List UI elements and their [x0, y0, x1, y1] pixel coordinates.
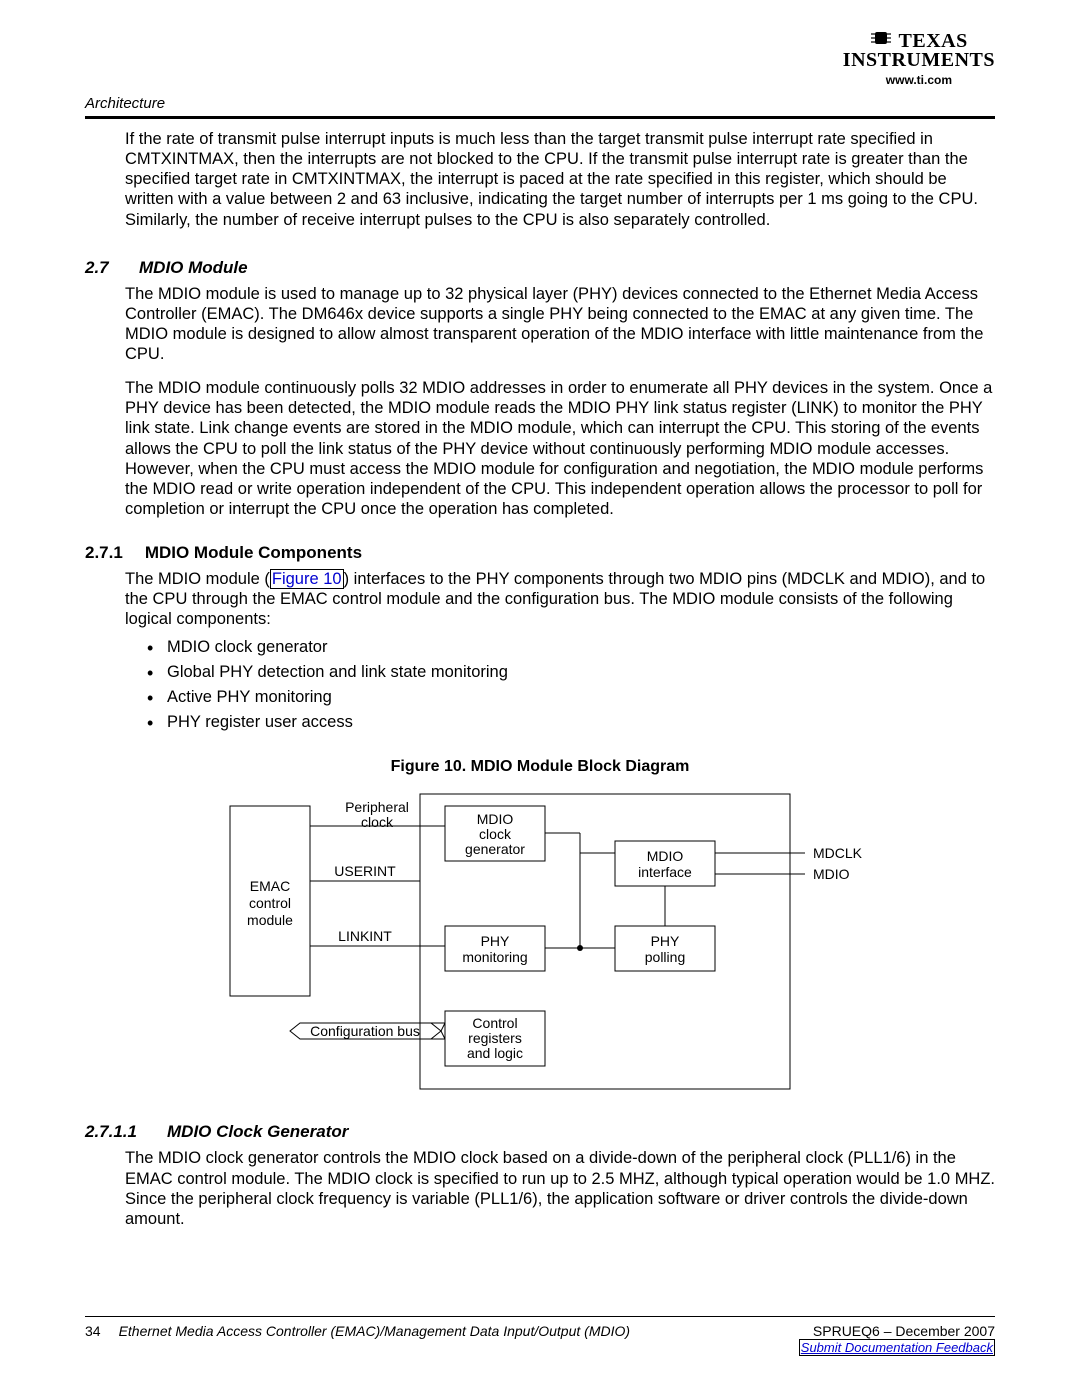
svg-text:PHY: PHY [651, 933, 680, 949]
svg-text:EMAC: EMAC [250, 878, 290, 894]
logo-url: www.ti.com [843, 73, 995, 87]
svg-text:MDCLK: MDCLK [813, 845, 863, 861]
svg-text:Control: Control [472, 1015, 517, 1031]
figure-10-link[interactable]: Figure 10 [270, 569, 344, 589]
svg-text:clock: clock [361, 814, 394, 830]
svg-text:Peripheral: Peripheral [345, 799, 409, 815]
footer-rule [85, 1316, 995, 1317]
svg-text:and logic: and logic [467, 1045, 523, 1061]
para-2711: The MDIO clock generator controls the MD… [125, 1148, 995, 1229]
para-27a: The MDIO module is used to manage up to … [125, 284, 995, 365]
svg-text:monitoring: monitoring [462, 949, 527, 965]
header-rule [85, 116, 995, 119]
ti-logo: TEXAS INSTRUMENTS www.ti.com [843, 28, 995, 87]
section-number-271: 2.7.1 [85, 543, 123, 563]
svg-text:Configuration bus: Configuration bus [310, 1023, 420, 1039]
svg-text:MDIO: MDIO [813, 866, 850, 882]
page-number: 34 [85, 1323, 101, 1339]
list-item: Global PHY detection and link state moni… [147, 660, 995, 685]
intro-paragraph: If the rate of transmit pulse interrupt … [125, 129, 995, 230]
page-footer: 34 Ethernet Media Access Controller (EMA… [85, 1316, 995, 1355]
svg-text:registers: registers [468, 1030, 522, 1046]
svg-text:module: module [247, 912, 293, 928]
section-number-27: 2.7 [85, 258, 121, 278]
page-header-label: Architecture [85, 95, 995, 112]
svg-text:LINKINT: LINKINT [338, 928, 392, 944]
section-title-2711: MDIO Clock Generator [167, 1122, 348, 1142]
svg-text:USERINT: USERINT [334, 863, 396, 879]
section-title-271: MDIO Module Components [145, 543, 362, 563]
component-list: MDIO clock generator Global PHY detectio… [147, 635, 995, 734]
svg-text:MDIO: MDIO [647, 848, 684, 864]
mdio-block-diagram: EMAC control module MDIO clock generator… [85, 786, 995, 1096]
svg-text:generator: generator [465, 841, 525, 857]
svg-text:PHY: PHY [481, 933, 510, 949]
list-item: MDIO clock generator [147, 635, 995, 660]
para-271: The MDIO module (Figure 10) interfaces t… [125, 569, 995, 629]
list-item: Active PHY monitoring [147, 685, 995, 710]
figure-caption: Figure 10. MDIO Module Block Diagram [85, 758, 995, 776]
section-title-27: MDIO Module [139, 258, 248, 278]
para-27b: The MDIO module continuously polls 32 MD… [125, 378, 995, 519]
logo-text-bottom: INSTRUMENTS [843, 49, 995, 72]
footer-doc-title: Ethernet Media Access Controller (EMAC)/… [119, 1323, 630, 1339]
section-number-2711: 2.7.1.1 [85, 1122, 145, 1142]
svg-text:control: control [249, 895, 291, 911]
svg-text:interface: interface [638, 864, 692, 880]
list-item: PHY register user access [147, 710, 995, 735]
footer-doc-id: SPRUEQ6 – December 2007 [799, 1323, 995, 1339]
submit-feedback-link[interactable]: Submit Documentation Feedback [799, 1339, 995, 1356]
svg-text:clock: clock [479, 826, 512, 842]
svg-text:MDIO: MDIO [477, 811, 514, 827]
svg-text:polling: polling [645, 949, 685, 965]
